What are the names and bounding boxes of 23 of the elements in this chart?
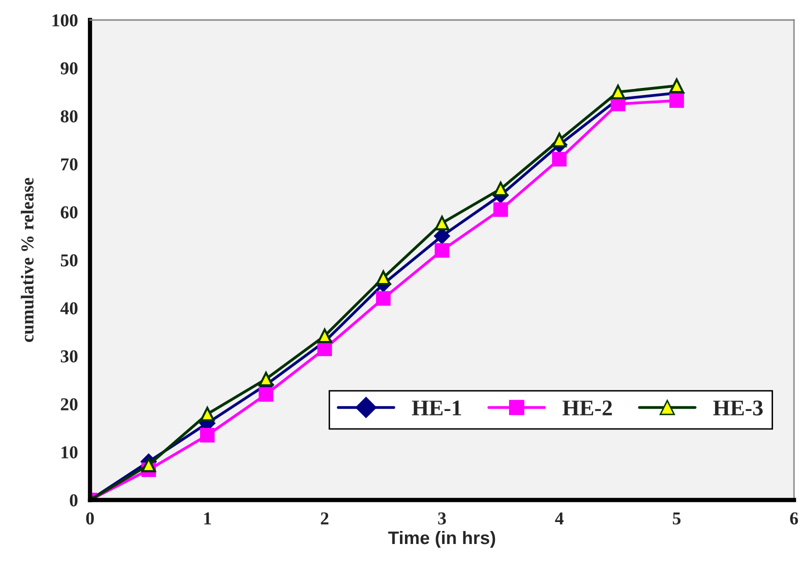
y-tick-label: 100 — [52, 14, 78, 26]
y-tick-label: 50 — [60, 254, 78, 266]
y-tick-label: 0 — [70, 494, 78, 506]
x-tick-label: 4 — [555, 512, 564, 524]
y-tick-label: 10 — [62, 446, 78, 458]
x-tick-label: 6 — [790, 512, 798, 525]
y-tick-label: 30 — [60, 350, 78, 362]
x-tick-label: 5 — [672, 512, 681, 525]
legend-label: HE-2 — [562, 400, 612, 416]
y-tick-label: 60 — [60, 206, 78, 218]
x-tick-label: 1 — [204, 512, 211, 524]
y-tick-label: 40 — [60, 302, 78, 314]
legend-label: HE-3 — [713, 400, 763, 416]
y-tick-label: 90 — [60, 62, 78, 74]
x-axis-title: Time (in hrs) — [388, 530, 496, 548]
x-tick-label: 3 — [438, 512, 446, 525]
y-tick-label: 20 — [60, 398, 78, 410]
x-tick-label: 2 — [320, 512, 328, 524]
legend-label: HE-1 — [412, 400, 462, 416]
x-tick-label: 0 — [86, 512, 94, 525]
y-tick-label: 80 — [60, 110, 78, 122]
y-tick-label: 70 — [61, 158, 78, 170]
y-axis-title: cumulative % release — [20, 178, 34, 342]
